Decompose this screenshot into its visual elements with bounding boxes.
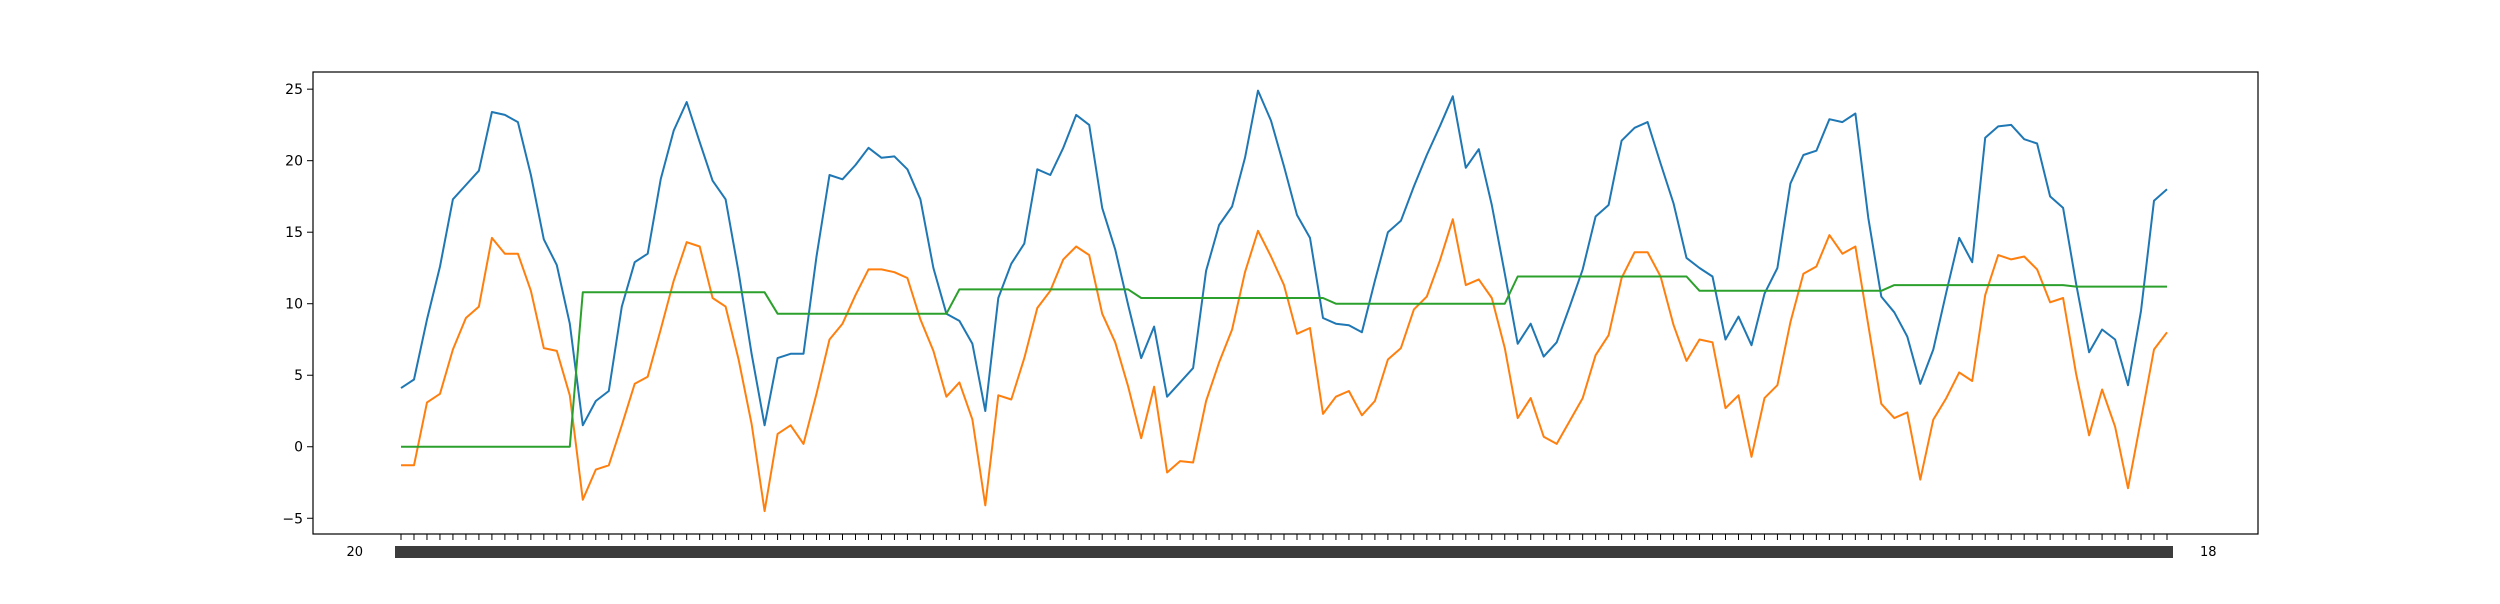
y-axis: −5 0 5 10 15 20 25	[282, 82, 313, 527]
x-tick-label-last: 18	[2200, 545, 2217, 560]
y-tick-label: 15	[285, 225, 303, 241]
y-tick-label: 10	[285, 297, 303, 313]
series-line-3	[401, 275, 2167, 448]
y-tick-label: −5	[282, 511, 303, 527]
series-layer	[400, 89, 2168, 513]
x-tick-labels-overlapped	[395, 546, 2173, 558]
series-line-2	[401, 218, 2168, 513]
y-tick-label: 5	[294, 368, 303, 384]
y-tick-label: 0	[294, 440, 303, 456]
plot-frame	[312, 71, 2259, 535]
x-axis	[395, 534, 2173, 558]
y-tick-label: 25	[285, 82, 303, 98]
y-tick-label: 20	[285, 154, 303, 170]
series-line-1	[400, 89, 2168, 427]
x-tick-label-first: 20	[346, 545, 363, 560]
